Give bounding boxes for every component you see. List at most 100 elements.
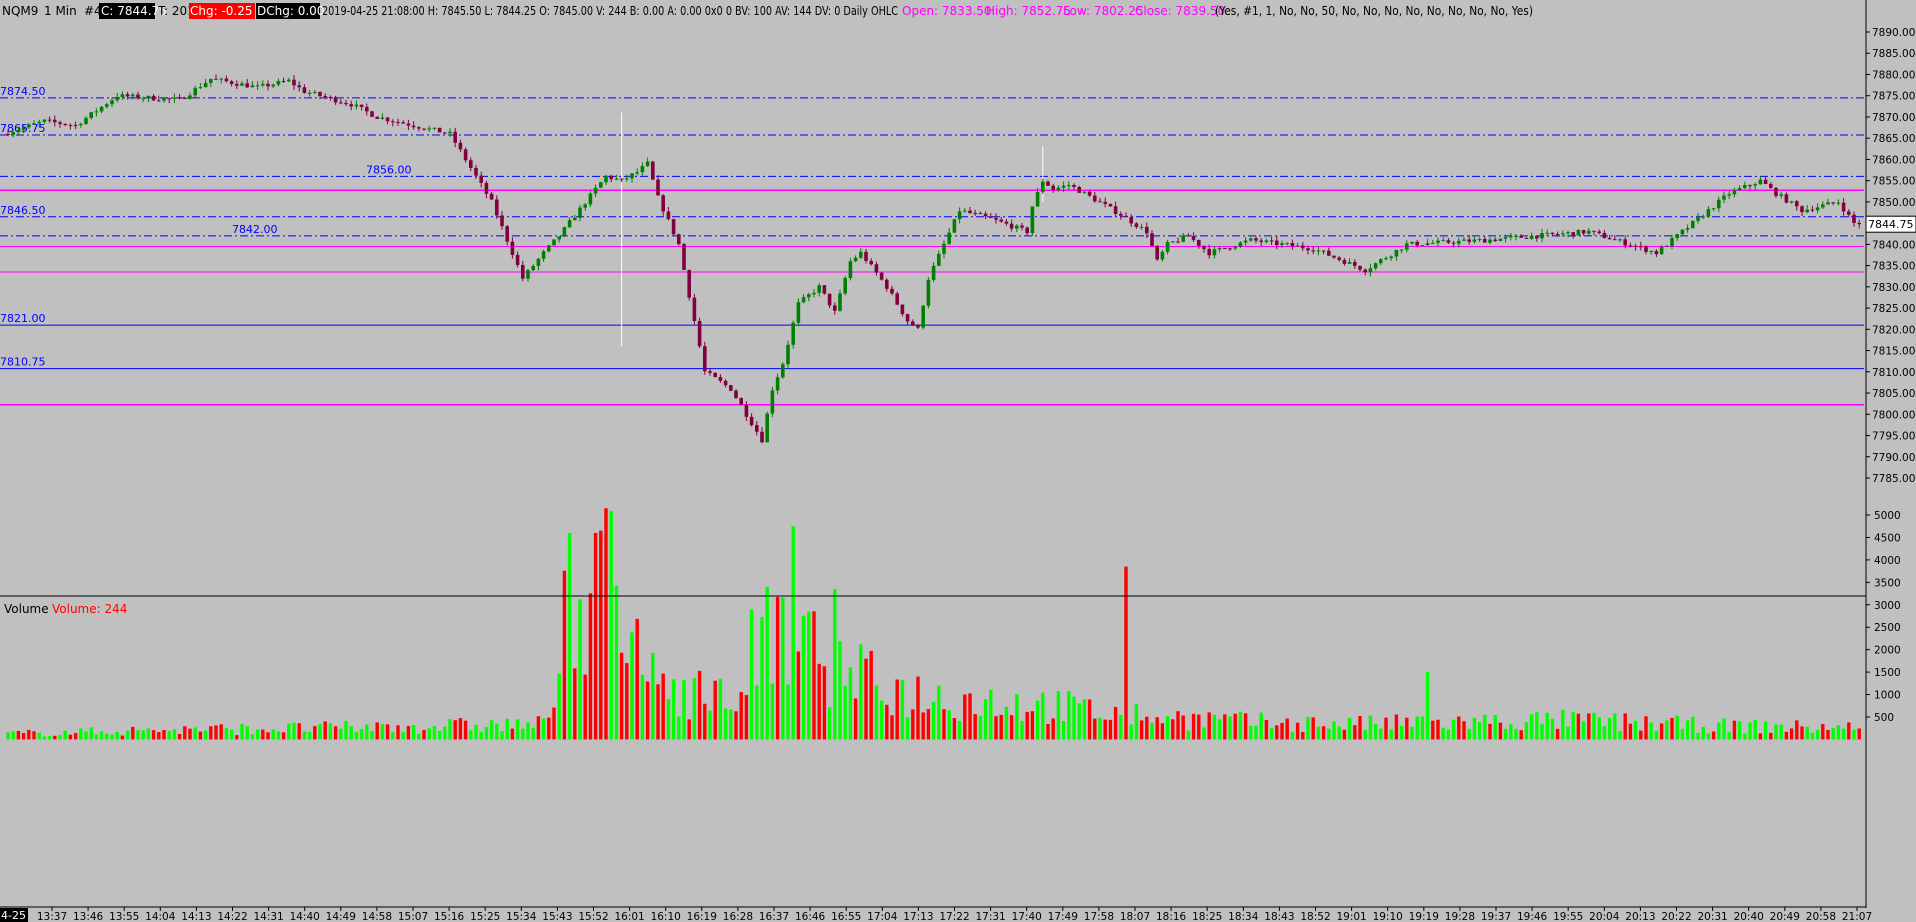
candle[interactable] [879,271,884,281]
candle[interactable] [1394,249,1399,261]
volume-bar[interactable] [1529,714,1534,740]
candle[interactable] [749,413,754,427]
volume-bar[interactable] [1243,713,1248,740]
volume-bar[interactable] [1509,724,1513,740]
candle[interactable] [651,160,655,181]
volume-bar[interactable] [1207,712,1211,740]
volume-bar[interactable] [1758,733,1763,740]
candle[interactable] [661,194,665,216]
candle[interactable] [1514,234,1518,241]
volume-bar[interactable] [500,731,504,740]
candle[interactable] [994,213,998,224]
volume-bar[interactable] [432,725,437,740]
volume-bar[interactable] [261,729,265,740]
candle[interactable] [1415,240,1419,248]
candle[interactable] [1093,192,1097,203]
candle[interactable] [131,92,135,100]
candle[interactable] [1280,240,1284,249]
volume-bar[interactable] [1691,716,1695,740]
candle[interactable] [209,78,213,88]
volume-bar[interactable] [380,724,385,740]
candle[interactable] [833,302,837,315]
candle[interactable] [838,289,842,312]
candle[interactable] [573,214,577,221]
volume-bar[interactable] [203,730,208,740]
candle[interactable] [1311,245,1315,255]
volume-bar[interactable] [370,731,374,740]
volume-bar[interactable] [864,658,868,740]
volume-bar[interactable] [1389,729,1393,740]
volume-bar[interactable] [94,734,99,740]
candle[interactable] [11,128,15,138]
candle[interactable] [557,236,561,243]
volume-bar[interactable] [1685,720,1690,740]
candle[interactable] [796,298,801,327]
volume-bar[interactable] [739,692,743,740]
volume-bar[interactable] [1457,716,1461,740]
volume-bar[interactable] [37,732,41,740]
candle[interactable] [27,123,31,130]
candle[interactable] [1727,191,1731,200]
volume-bar[interactable] [27,729,31,740]
candle[interactable] [1082,191,1087,194]
volume-bar[interactable] [1639,730,1643,740]
candle[interactable] [136,91,140,101]
volume-bar[interactable] [495,723,499,740]
candle[interactable] [619,178,624,182]
candle[interactable] [1592,230,1596,236]
volume-bar[interactable] [770,683,775,740]
volume-bar[interactable] [885,704,889,740]
volume-bar[interactable] [1384,717,1388,740]
candle[interactable] [1290,239,1295,250]
volume-bar[interactable] [162,729,166,740]
candle[interactable] [947,228,951,246]
volume-bar[interactable] [1051,718,1055,740]
volume-bar[interactable] [1436,719,1440,740]
candle[interactable] [1358,265,1362,272]
candle[interactable] [53,115,57,127]
volume-bar[interactable] [1431,720,1435,740]
candle[interactable] [1171,240,1175,243]
candle[interactable] [193,85,197,99]
candle[interactable] [266,80,270,91]
volume-bar[interactable] [484,727,489,740]
volume-bar[interactable] [105,733,109,740]
volume-bar[interactable] [1592,712,1596,740]
candle[interactable] [297,81,301,92]
volume-bar[interactable] [1004,706,1009,740]
volume-bar[interactable] [1093,718,1097,740]
candle[interactable] [437,127,442,133]
candle[interactable] [1389,255,1393,262]
candle[interactable] [999,217,1003,223]
volume-bar[interactable] [942,709,946,740]
candle[interactable] [125,91,130,100]
candle[interactable] [1743,181,1747,190]
volume-bar[interactable] [1815,729,1820,740]
volume-bar[interactable] [562,570,567,740]
volume-bar[interactable] [1628,723,1633,740]
volume-bar[interactable] [604,508,608,740]
volume-bar[interactable] [1067,691,1071,740]
volume-bar[interactable] [1597,717,1601,740]
candle[interactable] [99,106,104,114]
volume-bar[interactable] [989,689,993,740]
candle[interactable] [219,77,223,84]
candle[interactable] [1233,245,1237,251]
candle[interactable] [1815,203,1820,214]
candle[interactable] [515,251,520,268]
candle[interactable] [682,243,686,271]
candle[interactable] [1649,250,1653,255]
candle[interactable] [963,208,967,213]
candle[interactable] [911,319,915,327]
candle[interactable] [281,77,286,83]
volume-bar[interactable] [110,734,114,740]
volume-bar[interactable] [1425,672,1430,740]
candle[interactable] [292,75,296,90]
volume-bar[interactable] [1280,722,1284,740]
candle[interactable] [1566,230,1570,238]
volume-bar[interactable] [1535,712,1539,740]
candle[interactable] [240,80,244,86]
candle[interactable] [760,427,764,444]
volume-bar[interactable] [1082,699,1087,740]
volume-bar[interactable] [73,732,78,740]
